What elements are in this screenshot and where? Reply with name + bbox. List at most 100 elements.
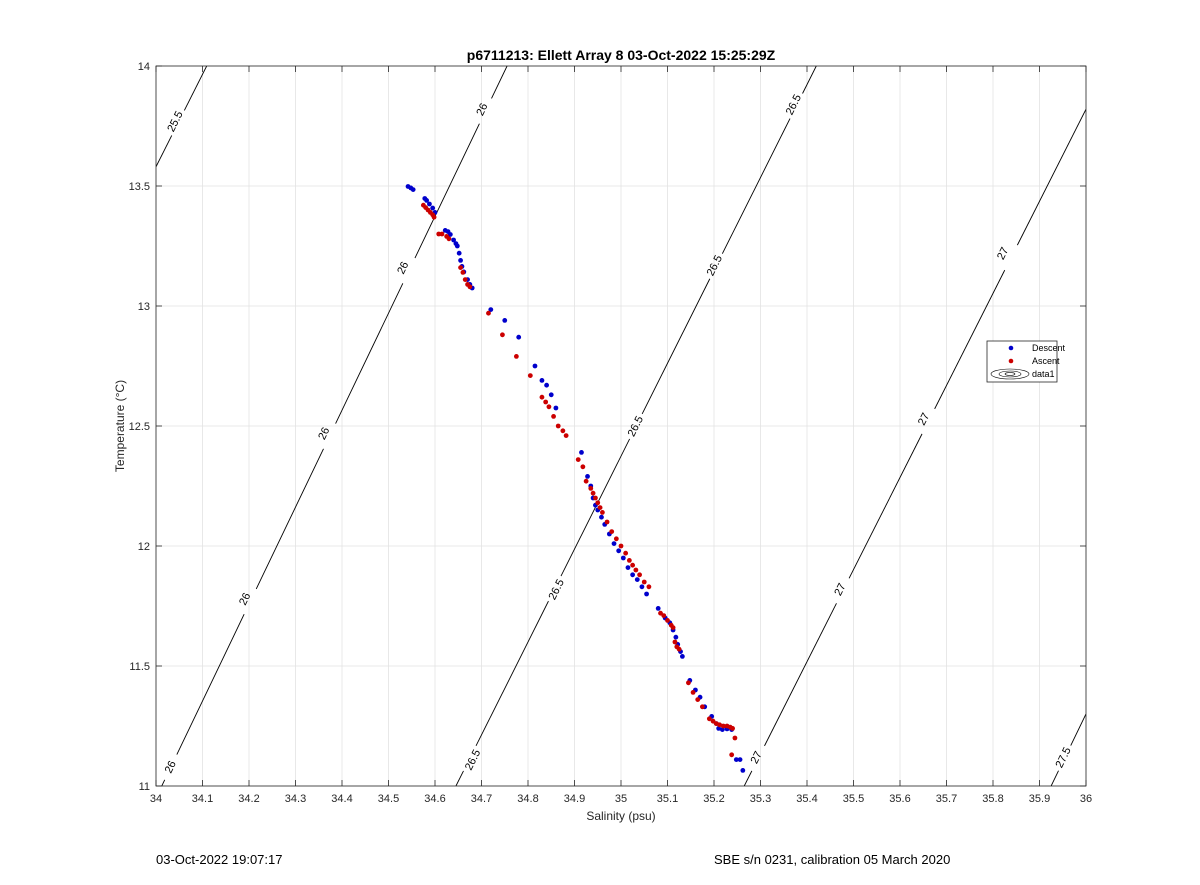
data-point	[740, 768, 746, 773]
data-point	[458, 265, 463, 270]
contour-line-segment	[475, 600, 549, 747]
y-axis-label: Temperature (°C)	[113, 380, 127, 472]
contour-label: 26	[316, 426, 332, 442]
data-point	[616, 548, 622, 554]
data-point	[546, 404, 552, 410]
data-point	[516, 334, 522, 340]
data-point	[560, 428, 566, 434]
data-point	[500, 332, 505, 338]
data-point	[641, 579, 647, 585]
data-point	[486, 310, 491, 316]
contour-line-segment	[1016, 108, 1086, 246]
data-point	[670, 625, 676, 630]
data-point	[676, 646, 682, 652]
data-point	[532, 363, 538, 369]
contour-line-segment	[641, 278, 711, 415]
x-axis-label: Salinity (psu)	[586, 809, 655, 823]
x-tick-label: 34.4	[331, 793, 352, 805]
data-point	[695, 697, 701, 702]
chart-title: p6711213: Ellett Array 8 03-Oct-2022 15:…	[467, 47, 776, 63]
data-point	[679, 654, 685, 659]
contour-label: 26	[163, 759, 179, 775]
x-tick-label: 35.1	[657, 793, 678, 805]
data-point	[673, 634, 679, 640]
axis-ticks: 34 34.1 34.2 34.3 34.4 34.5 34.6 34.7 34.8 34.9 35…	[129, 61, 1093, 805]
data-point	[555, 423, 561, 429]
data-point	[604, 519, 610, 525]
data-point	[732, 735, 738, 741]
legend-box	[986, 340, 1058, 383]
data-point	[646, 584, 652, 590]
x-tick-label: 34.7	[471, 793, 492, 805]
data-point	[717, 722, 722, 728]
data-point	[655, 606, 661, 611]
data-point	[613, 536, 619, 542]
contour-line-segment	[335, 283, 404, 424]
contour-label: 26	[474, 102, 490, 118]
data-point	[706, 716, 712, 722]
contour-line-segment	[491, 66, 508, 99]
data-point	[644, 591, 649, 597]
contour-line-segment	[455, 770, 464, 786]
contour-line-segment	[183, 66, 208, 111]
data-point	[593, 495, 598, 501]
footer-timestamp: 03-Oct-2022 19:07:17	[156, 852, 283, 867]
x-tick-label: 35.3	[750, 793, 771, 805]
x-tick-label: 34.6	[424, 793, 445, 805]
legend-descent-label: Descent	[1032, 343, 1066, 353]
contour-line-segment	[934, 269, 1006, 410]
data-point	[580, 464, 586, 470]
contour-line-segment	[255, 448, 324, 590]
data-point	[447, 232, 453, 237]
data-point	[597, 505, 603, 510]
contour-label: 27	[995, 245, 1011, 261]
contour-label: 27	[916, 411, 932, 427]
data-point	[626, 558, 632, 563]
x-tick-label: 34.9	[564, 793, 585, 805]
data-point	[539, 394, 545, 400]
data-point	[456, 250, 462, 256]
data-point	[548, 392, 554, 398]
x-tick-label: 34.8	[517, 793, 538, 805]
data-point	[579, 450, 584, 455]
data-point	[424, 198, 430, 203]
data-point	[451, 237, 456, 243]
contour-line-segment	[176, 614, 245, 755]
contour-label: 27	[832, 581, 848, 597]
data-point	[575, 457, 581, 462]
data-point	[686, 680, 691, 686]
x-tick-label: 35.8	[982, 793, 1003, 805]
data-point	[625, 565, 631, 570]
grid-lines	[155, 65, 1087, 787]
data-point	[623, 550, 629, 556]
data-point	[446, 236, 452, 242]
series-ascent	[420, 202, 738, 758]
x-tick-label: 35.7	[936, 793, 957, 805]
data-point	[730, 726, 735, 731]
data-point	[611, 541, 617, 546]
contour-line-segment	[161, 779, 166, 786]
x-tick-label: 34.1	[192, 793, 213, 805]
data-point	[609, 529, 615, 534]
legend-ascent-marker	[1008, 358, 1014, 364]
data-point	[720, 723, 726, 729]
data-point	[427, 201, 432, 207]
legend: Descent Ascent data1	[986, 340, 1066, 383]
x-tick-label: 35.5	[843, 793, 864, 805]
data-point	[618, 543, 624, 549]
legend-data1-label: data1	[1032, 369, 1055, 379]
contour-label: 26	[237, 591, 253, 607]
contour-line-segment	[802, 66, 817, 94]
data-point	[563, 433, 569, 438]
data-point	[733, 757, 739, 762]
y-tick-label: 12.5	[129, 421, 150, 433]
x-tick-label: 34.3	[285, 793, 306, 805]
y-tick-label: 12	[138, 541, 150, 553]
contour-line-segment	[848, 433, 923, 579]
y-tick-label: 11	[139, 781, 150, 793]
data-points	[405, 184, 746, 773]
contour-line-segment	[721, 118, 791, 254]
data-point	[633, 567, 639, 573]
x-tick-label: 35.6	[889, 793, 910, 805]
data-point	[661, 613, 667, 618]
